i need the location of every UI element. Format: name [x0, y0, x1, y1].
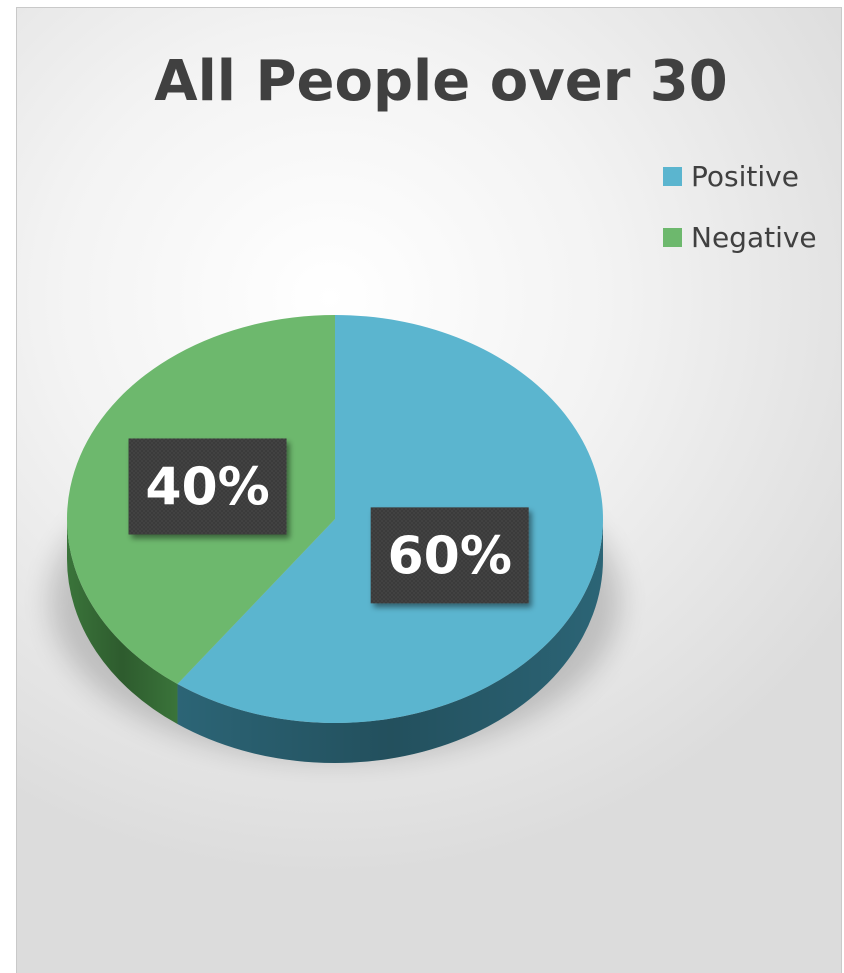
data-label-text-positive: 60%: [387, 526, 511, 586]
data-label-box-positive: [370, 507, 529, 604]
legend-label-negative: Negative: [691, 221, 817, 254]
pie-side-shade-negative: [67, 519, 178, 725]
chart-area: All People over 30 Positive Negative 60% 4…: [16, 7, 842, 973]
legend-label-positive: Positive: [691, 160, 799, 193]
pie-side-shade-positive: [177, 519, 603, 764]
pie-sides: [67, 519, 603, 764]
data-label-positive: 60%: [370, 507, 529, 604]
chart-title: All People over 30: [154, 49, 727, 114]
legend-item-positive: Positive: [663, 160, 799, 193]
legend-swatch-negative: [663, 228, 682, 247]
legend-swatch-positive: [663, 167, 682, 186]
data-label-box-negative: [128, 438, 287, 535]
data-label-negative: 40%: [128, 438, 287, 535]
legend: Positive Negative: [663, 160, 817, 254]
data-labels: 60% 40%: [128, 438, 529, 604]
legend-item-negative: Negative: [663, 221, 817, 254]
data-label-text-negative: 40%: [145, 457, 269, 517]
pie-chart: All People over 30 Positive Negative 60% 4…: [50, 49, 817, 764]
